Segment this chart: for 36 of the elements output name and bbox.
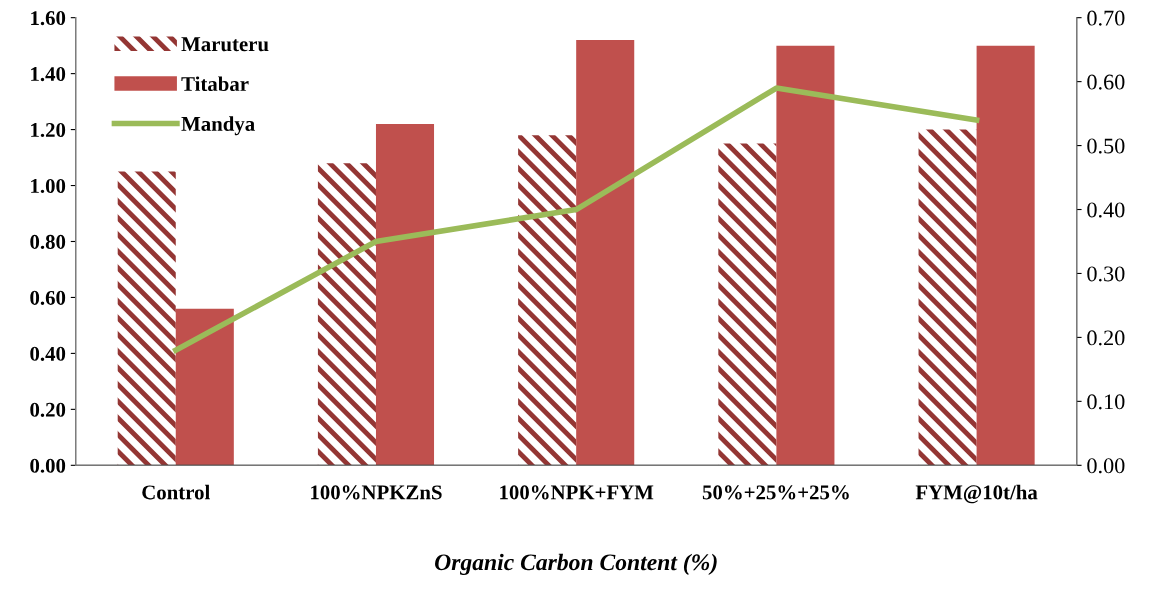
y-tick-label: 1.20 — [31, 122, 66, 138]
y-tick-label: 1.00 — [31, 178, 66, 194]
y2-tick-label: 0.00 — [1087, 458, 1125, 474]
y2-tick-label: 0.30 — [1087, 266, 1125, 282]
bar — [317, 163, 376, 466]
y2-tick-label: 0.50 — [1087, 138, 1125, 154]
y-tick-label: 0.20 — [30, 402, 66, 417]
y2-tick-label: 0.20 — [1087, 330, 1125, 346]
x-tick-label: 50%+25%+25% — [702, 485, 849, 500]
y-tick-label: 0.80 — [30, 234, 66, 250]
bar — [175, 308, 234, 466]
x-tick-label: 100%NPKZnS — [311, 485, 442, 500]
y-tick-label: 0.60 — [30, 290, 66, 305]
y-tick-label: 0.00 — [30, 458, 66, 473]
y-tick-label: 0.40 — [30, 346, 66, 361]
y-tick-label: 1.60 — [31, 11, 66, 26]
y2-tick-label: 0.10 — [1087, 394, 1125, 410]
x-tick-label: FYM@10t/ha — [915, 484, 1038, 504]
bar — [976, 45, 1035, 466]
y2-tick-label: 0.60 — [1087, 74, 1125, 90]
bar — [117, 171, 176, 466]
x-tick-label: 100%NPK+FYM — [500, 485, 654, 500]
legend-label: Mandya — [181, 116, 255, 136]
bar — [918, 129, 977, 466]
legend-label: Titabar — [181, 76, 249, 92]
bar — [518, 135, 577, 466]
y2-tick-label: 0.40 — [1087, 202, 1125, 218]
x-tick-label: Control — [142, 484, 210, 500]
y2-tick-label: 0.70 — [1087, 10, 1125, 26]
bar — [776, 45, 835, 466]
bar — [718, 143, 777, 466]
bar — [576, 40, 635, 466]
x-axis-title: Organic Carbon Content (%) — [435, 553, 717, 576]
y-tick-label: 1.40 — [31, 67, 66, 82]
bar — [375, 123, 435, 466]
legend-label: Maruteru — [181, 37, 269, 52]
